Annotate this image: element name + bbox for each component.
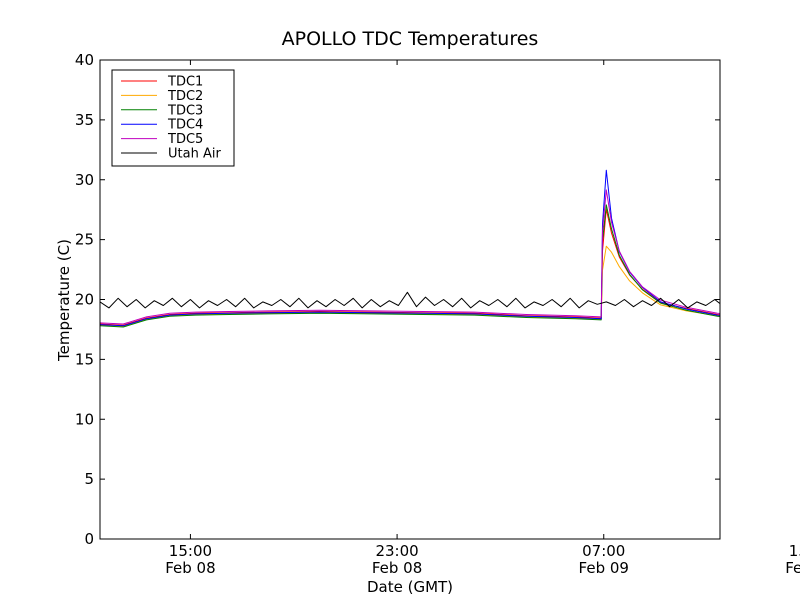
x-tick-time-label: 07:00 [582,542,625,560]
series-line-tdc3 [100,204,720,328]
legend-box [111,69,235,167]
x-tick-time-label: 23:00 [375,542,418,560]
y-tick-label: 5 [84,470,94,488]
series-layer [100,169,720,328]
x-tick-date-label: Feb 09 [785,559,800,577]
y-axis-label: Temperature (C) [55,239,73,362]
y-tick-label: 20 [75,291,94,309]
series-line-tdc5 [100,189,720,325]
x-tick-date-label: Feb 09 [579,559,629,577]
chart-title: APOLLO TDC Temperatures [282,28,539,50]
y-tick-label: 25 [75,231,94,249]
legend-label: TDC2 [167,89,203,104]
y-axis: 0 5 10 15 20 25 30 35 40 [75,51,720,548]
legend-label: TDC4 [167,118,203,133]
series-line-tdc2 [100,245,720,327]
legend-label: Utah Air [168,147,221,162]
legend-label: TDC5 [167,132,203,147]
series-line-tdc4 [100,169,720,327]
legend-label: TDC3 [167,103,203,118]
y-tick-label: 10 [75,410,94,428]
x-tick-time-label: 15:00 [789,542,800,560]
x-axis-label: Date (GMT) [367,578,453,596]
legend-label: TDC1 [167,75,203,90]
y-tick-label: 35 [75,111,94,129]
x-tick-time-label: 15:00 [169,542,212,560]
y-tick-label: 40 [75,51,94,69]
y-tick-label: 15 [75,350,94,368]
y-tick-label: 0 [84,530,94,548]
x-tick-date-label: Feb 08 [372,559,422,577]
y-tick-label: 30 [75,171,94,189]
x-tick-date-label: Feb 08 [165,559,215,577]
series-line-tdc1 [100,208,720,326]
series-line-utah-air [100,291,720,309]
